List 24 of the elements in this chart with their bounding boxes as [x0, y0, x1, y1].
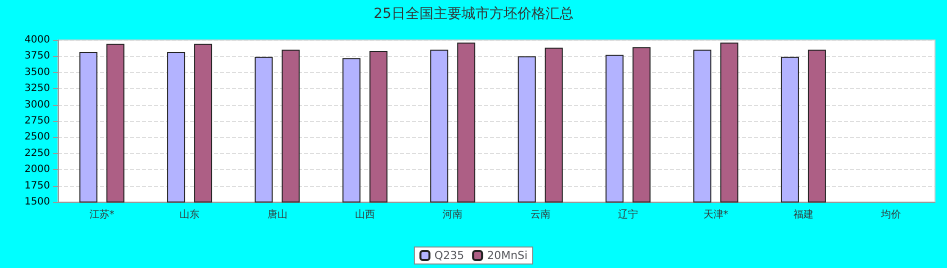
- y-tick-label: 2750: [24, 116, 50, 126]
- y-tick-label: 2000: [24, 164, 50, 176]
- x-tick-label: 河南: [442, 208, 463, 220]
- x-tick-label: 福建: [793, 208, 814, 220]
- y-tick-label: 1750: [24, 180, 50, 192]
- legend-label: Q235: [434, 249, 464, 262]
- x-tick-label: 唐山: [267, 208, 288, 220]
- y-tick-label: 3500: [24, 66, 50, 78]
- x-tick-label: 云南: [530, 208, 550, 220]
- y-tick-label: 3750: [24, 50, 50, 62]
- x-tick-label: 山东: [180, 208, 200, 220]
- y-tick-label: 2500: [24, 132, 50, 143]
- chart-title: 25日全国主要城市方坯价格汇总: [374, 6, 574, 22]
- x-tick-label: 江苏*: [89, 208, 114, 220]
- y-tick-label: 2250: [24, 148, 50, 159]
- y-tick-label: 3000: [24, 99, 50, 110]
- x-tick-label: 天津*: [703, 208, 728, 220]
- x-tick-label: 均价: [880, 208, 902, 220]
- legend-label: 20MnSi: [487, 249, 528, 262]
- y-tick-label: 1500: [24, 196, 50, 208]
- x-tick-label: 山西: [354, 208, 375, 220]
- y-tick-label: 3250: [24, 83, 50, 94]
- y-tick-label: 4000: [24, 34, 50, 46]
- x-tick-label: 辽宁: [618, 208, 638, 220]
